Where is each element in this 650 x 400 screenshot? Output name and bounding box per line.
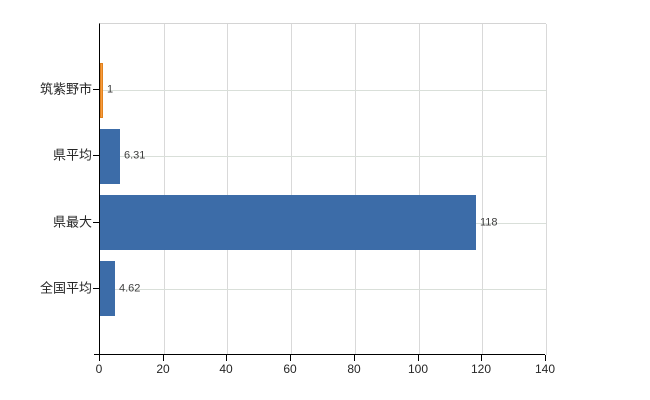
- x-axis-tick: [545, 355, 546, 361]
- gridline-vertical: [164, 24, 165, 355]
- x-axis-tick-label: 140: [534, 362, 556, 376]
- x-axis-tick-label: 120: [470, 362, 492, 376]
- x-axis-tick-label: 60: [283, 362, 297, 376]
- bar-県最大: [100, 195, 476, 250]
- gridline-horizontal: [100, 156, 546, 157]
- x-axis-tick: [418, 355, 419, 361]
- y-category-label: 県最大: [52, 214, 92, 230]
- y-category-label: 筑紫野市: [39, 81, 92, 97]
- gridline-horizontal: [100, 289, 546, 290]
- gridline-vertical: [291, 24, 292, 355]
- x-axis-tick: [99, 355, 100, 361]
- y-category-label: 県平均: [52, 147, 92, 163]
- bar-value-label: 118: [480, 216, 498, 229]
- x-axis-line: [94, 354, 545, 355]
- y-axis-tick: [93, 155, 99, 156]
- y-axis-tick: [93, 288, 99, 289]
- bar-value-label: 6.31: [124, 149, 146, 162]
- x-axis-tick: [226, 355, 227, 361]
- gridline-vertical: [546, 24, 547, 355]
- x-axis-tick: [290, 355, 291, 361]
- gridline-horizontal: [100, 90, 546, 91]
- bar-筑紫野市: [100, 63, 103, 118]
- bar-全国平均: [100, 261, 115, 316]
- x-axis-tick-label: 20: [156, 362, 170, 376]
- y-axis-tick: [93, 89, 99, 90]
- y-category-label: 全国平均: [39, 280, 92, 296]
- plot-area: 1 6.31 118 4.62: [99, 23, 547, 355]
- gridline-vertical: [482, 24, 483, 355]
- gridline-vertical: [419, 24, 420, 355]
- bar-県平均: [100, 129, 120, 184]
- x-axis-tick: [163, 355, 164, 361]
- y-axis-tick: [93, 222, 99, 223]
- x-axis-tick: [481, 355, 482, 361]
- x-axis-tick-label: 100: [407, 362, 429, 376]
- x-axis-tick-label: 0: [95, 362, 103, 376]
- x-axis-tick: [354, 355, 355, 361]
- bar-value-label: 1: [107, 83, 114, 96]
- gridline-vertical: [227, 24, 228, 355]
- bar-value-label: 4.62: [119, 282, 141, 295]
- x-axis-tick-label: 80: [347, 362, 361, 376]
- x-axis-tick-label: 40: [219, 362, 233, 376]
- gridline-vertical: [355, 24, 356, 355]
